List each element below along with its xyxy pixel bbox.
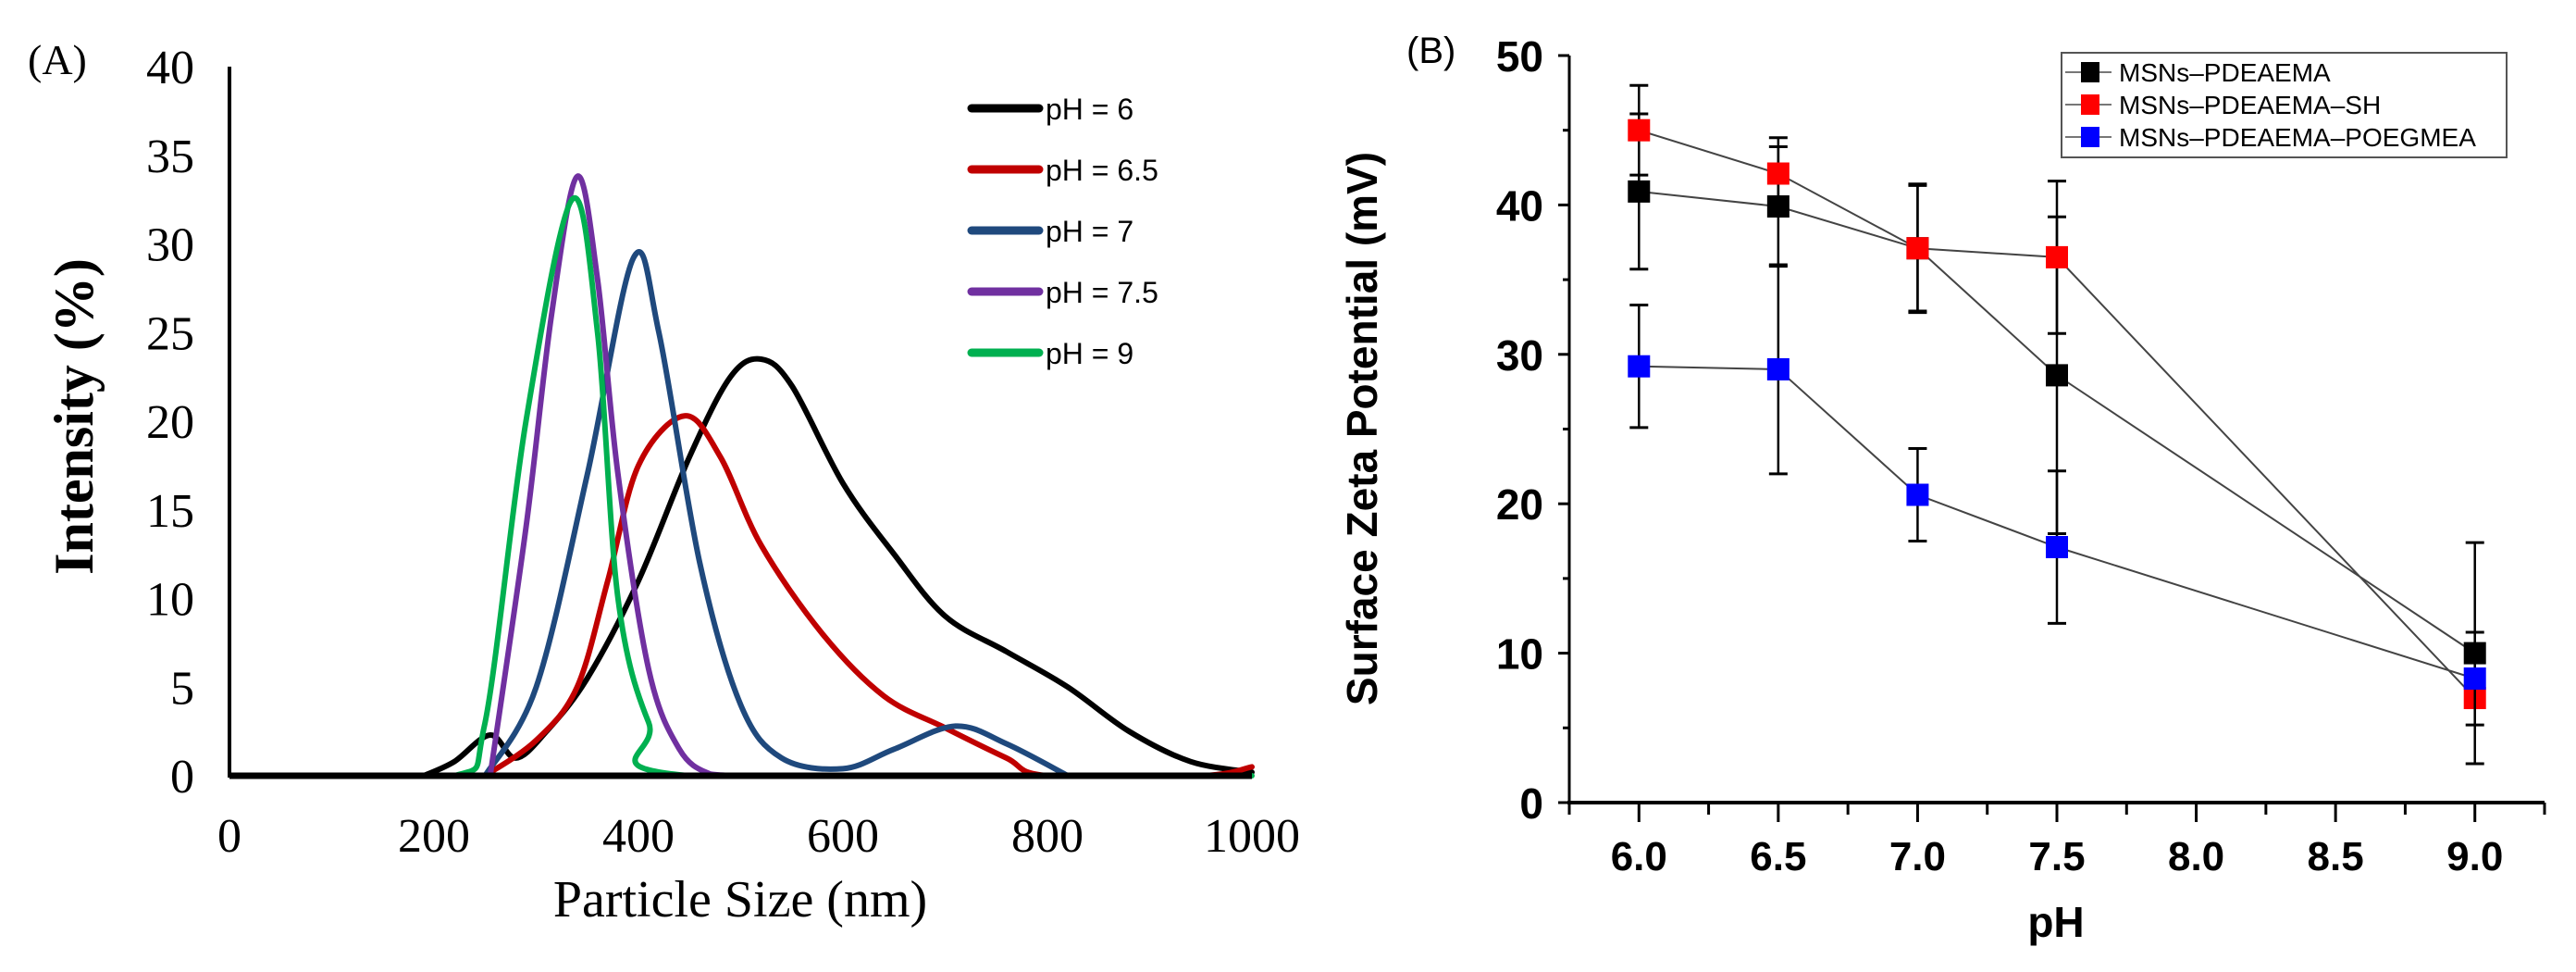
panel-b-x-axis-title: pH (2027, 898, 2084, 946)
panel-b-x-tick-label: 6.5 (1750, 834, 1806, 879)
data-point-marker (2046, 245, 2068, 268)
panel-a-y-tick-label: 5 (170, 662, 194, 715)
legend-label: MSNs–PDEAEMA (2119, 58, 2331, 87)
panel-a-y-tick-label: 30 (146, 219, 194, 272)
panel-b-x-tick-label: 8.0 (2168, 834, 2224, 879)
panel-a-x-tick-label: 1000 (1204, 810, 1300, 863)
panel-a-y-axis-title: Intensity (%) (43, 258, 105, 575)
data-point-marker (1766, 162, 1790, 185)
panel-b-x-tick-label: 7.5 (2028, 834, 2085, 879)
panel-b-y-tick-label: 50 (1496, 32, 1543, 81)
panel-a-particle-size: (A) Intensity (%) Particle Size (nm) 0 5 1… (28, 36, 1300, 928)
data-point-marker (1906, 483, 1929, 506)
data-point-marker (2046, 536, 2068, 559)
legend-marker (2081, 62, 2099, 82)
panel-a-x-tick-label: 600 (807, 810, 879, 863)
panel-b-x-tick-label: 7.0 (1889, 834, 1946, 879)
panel-b-series-2 (1628, 263, 2486, 727)
data-point-marker (1628, 355, 1651, 378)
panel-a-legend: pH = 6 pH = 6.5 pH = 7 pH = 7.5 pH = 9 (967, 93, 1158, 370)
panel-a-x-tick-label: 0 (217, 810, 242, 863)
panel-b-y-tick-label: 10 (1496, 630, 1543, 679)
panel-b-x-tick-label: 8.5 (2308, 834, 2364, 879)
panel-b-label: (B) (1406, 31, 1455, 71)
panel-b-x-tick-label: 9.0 (2446, 834, 2503, 879)
legend-marker (2081, 127, 2099, 147)
panel-a-curve-ph-7 (482, 249, 1071, 779)
panel-b-legend: MSNs–PDEAEMA MSNs–PDEAEMA–SH MSNs–PDEAEMA–… (2061, 52, 2508, 158)
data-point-marker (2463, 667, 2486, 691)
panel-b-y-axis-title: Surface Zeta Potential (mV) (1338, 152, 1386, 705)
panel-b-x-tick-label: 6.0 (1611, 834, 1667, 879)
panel-b-y-tick-label: 20 (1496, 480, 1543, 529)
panel-a-y-tick-label: 20 (146, 396, 194, 449)
panel-a-x-axis-title: Particle Size (nm) (553, 871, 927, 928)
legend-label: pH = 9 (1046, 337, 1133, 370)
panel-a-y-tick-label: 0 (170, 751, 194, 804)
panel-a-curve-ph-6 (420, 355, 1255, 779)
panel-a-y-tick-label: 35 (146, 131, 194, 183)
panel-a-curve-ph-7.5 (487, 173, 744, 779)
legend-label: MSNs–PDEAEMA–SH (2119, 91, 2381, 119)
data-point-marker (1906, 237, 1929, 260)
panel-a-x-tick-label: 400 (602, 810, 675, 863)
panel-a-y-tick-label: 10 (146, 574, 194, 627)
panel-a-y-tick-label: 40 (146, 42, 194, 94)
panel-a-y-tick-label: 15 (146, 485, 194, 538)
legend-label: MSNs–PDEAEMA–POEGMEA (2119, 123, 2476, 152)
data-point-marker (1628, 118, 1651, 142)
legend-label: pH = 7.5 (1046, 276, 1158, 309)
panel-a-x-tick-label: 800 (1011, 810, 1084, 863)
legend-marker (2081, 94, 2099, 115)
data-point-marker (2046, 364, 2068, 387)
legend-label: pH = 6 (1046, 93, 1133, 126)
legend-label: pH = 6.5 (1046, 154, 1158, 187)
legend-label: pH = 7 (1046, 215, 1133, 248)
data-point-marker (1766, 357, 1790, 380)
legend-box (2061, 52, 2508, 158)
panel-a-y-tick-label: 25 (146, 307, 194, 360)
panel-b-y-tick-label: 40 (1496, 181, 1543, 230)
panel-b-y-tick-label: 0 (1519, 779, 1543, 828)
panel-a-curve-ph-6.5 (482, 413, 1255, 779)
panel-a-label: (A) (28, 36, 87, 83)
panel-a-x-tick-label: 200 (398, 810, 470, 863)
panel-b-zeta-potential: (B) Surface Zeta Potential (mV) pH 0 10 20… (1338, 31, 2546, 946)
panel-b-y-tick-label: 30 (1496, 331, 1543, 380)
data-point-marker (1628, 180, 1651, 203)
